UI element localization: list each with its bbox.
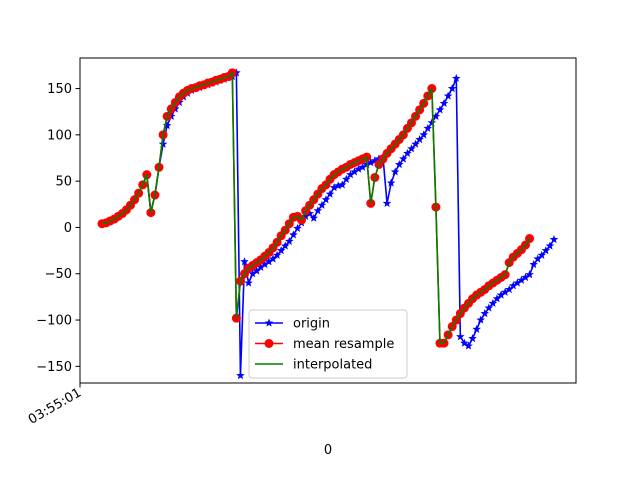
data-point: [447, 84, 457, 93]
data-point: [403, 148, 412, 158]
data-point: [252, 266, 262, 275]
data-point: [423, 123, 433, 133]
data-point: [484, 303, 494, 312]
data-point: [162, 121, 172, 130]
data-point: [321, 195, 331, 204]
data-point: [492, 294, 502, 303]
data-point: [456, 332, 465, 341]
data-point: [521, 272, 530, 282]
data-point: [419, 130, 428, 139]
data-point: [480, 309, 490, 318]
series-layer: [97, 68, 559, 380]
data-point: [517, 275, 526, 284]
data-point: [525, 270, 534, 279]
data-point: [476, 315, 485, 324]
data-point: [309, 213, 319, 222]
data-point: [407, 144, 416, 153]
data-point: [370, 156, 380, 165]
data-point: [468, 334, 477, 343]
data-point: [541, 246, 551, 255]
legend-label: interpolated: [293, 358, 372, 373]
data-point: [268, 254, 278, 263]
y-tick-label: 50: [55, 175, 72, 190]
data-point: [317, 200, 327, 209]
data-point: [399, 154, 408, 163]
y-tick-label: −100: [36, 314, 72, 329]
data-point: [256, 262, 266, 271]
data-point: [276, 246, 286, 255]
data-point: [313, 206, 323, 215]
data-point: [289, 230, 298, 239]
data-point: [358, 162, 367, 171]
data-point: [533, 254, 542, 263]
data-point: [264, 257, 274, 266]
y-tick-label: 100: [47, 128, 72, 143]
data-point: [435, 105, 445, 114]
series-interpolated: [101, 72, 531, 344]
data-point: [285, 236, 294, 245]
data-point: [366, 158, 376, 167]
y-axis: −150 −100 −50 0 50 100 150: [36, 82, 80, 375]
data-point: [354, 164, 363, 173]
data-point: [525, 234, 535, 244]
x-axis-label: 0: [324, 443, 332, 458]
legend-marker: [264, 339, 274, 348]
y-tick-label: −50: [45, 267, 72, 282]
data-point: [337, 180, 347, 189]
data-point: [431, 111, 441, 120]
data-point: [529, 259, 538, 269]
y-tick-label: 0: [64, 221, 72, 236]
data-point: [346, 170, 355, 179]
data-point: [382, 198, 392, 208]
data-point: [513, 278, 522, 287]
data-point: [329, 183, 339, 192]
data-point: [293, 223, 302, 233]
data-point: [350, 167, 359, 176]
data-point: [537, 250, 547, 259]
data-point: [390, 167, 400, 176]
data-point: [386, 178, 396, 187]
legend-label: mean resample: [293, 337, 394, 352]
data-point: [305, 209, 314, 218]
data-point: [451, 73, 461, 83]
data-point: [394, 159, 404, 169]
data-point: [427, 118, 437, 127]
data-point: [504, 284, 514, 294]
data-point: [280, 241, 290, 250]
data-point: [549, 234, 559, 244]
legend-box: [248, 309, 408, 379]
data-point: [464, 341, 473, 350]
data-point: [443, 91, 453, 100]
data-point: [325, 189, 335, 198]
legend-marker: [264, 318, 274, 327]
data-point: [158, 139, 168, 148]
data-point: [244, 278, 253, 287]
data-point: [411, 139, 420, 148]
data-point: [301, 211, 310, 220]
legend-label: origin: [293, 317, 330, 332]
data-point: [248, 269, 257, 278]
data-point: [236, 371, 245, 380]
data-point: [415, 134, 424, 144]
y-tick-label: 150: [47, 82, 72, 97]
y-tick-label: −150: [36, 360, 72, 375]
data-point: [439, 98, 449, 108]
data-point: [342, 174, 351, 183]
series-line: [101, 72, 531, 344]
data-point: [260, 259, 270, 269]
data-point: [333, 181, 343, 190]
data-point: [272, 250, 282, 259]
data-point: [488, 298, 498, 308]
data-point: [496, 290, 506, 299]
data-point: [240, 257, 249, 266]
legend: origin mean resample interpolated: [248, 309, 408, 379]
data-point: [509, 281, 518, 290]
data-point: [460, 338, 469, 347]
data-point: [472, 324, 481, 333]
data-point: [500, 287, 510, 296]
data-point: [545, 241, 555, 250]
